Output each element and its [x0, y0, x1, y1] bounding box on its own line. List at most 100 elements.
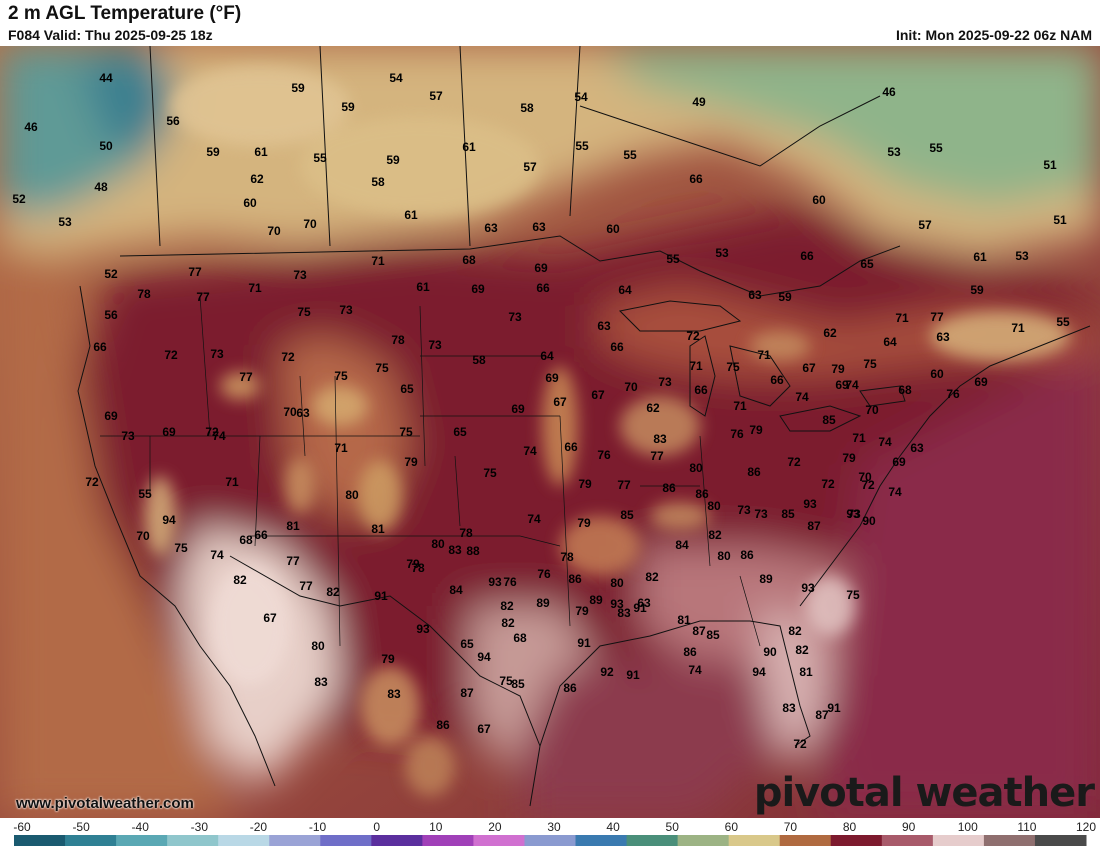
temperature-value-label: 56	[104, 308, 118, 322]
temperature-value-label: 58	[520, 101, 534, 115]
temperature-value-label: 63	[748, 288, 762, 302]
temperature-value-label: 82	[708, 528, 722, 542]
temperature-value-label: 67	[591, 388, 605, 402]
temperature-value-label: 70	[624, 380, 638, 394]
temperature-value-label: 86	[568, 572, 582, 586]
colorbar-segment	[983, 835, 1036, 846]
temperature-value-label: 65	[400, 382, 414, 396]
temperature-value-label: 71	[1011, 321, 1025, 335]
temperature-value-label: 83	[653, 432, 667, 446]
colorbar-tick-label: 90	[902, 820, 916, 834]
temperature-value-label: 68	[898, 383, 912, 397]
temperature-value-label: 90	[862, 514, 876, 528]
temperature-value-label: 69	[974, 375, 988, 389]
colorbar-tick-label: 70	[784, 820, 798, 834]
temperature-value-label: 84	[675, 538, 689, 552]
borders	[77, 46, 1091, 807]
colorbar-segment	[575, 835, 628, 846]
temperature-value-label: 51	[1043, 158, 1057, 172]
temperature-value-label: 71	[852, 431, 866, 445]
temperature-value-label: 91	[626, 668, 640, 682]
temperature-value-label: 91	[577, 636, 591, 650]
temperature-value-label: 71	[757, 348, 771, 362]
temperature-value-label: 55	[666, 252, 680, 266]
temperature-value-label: 79	[575, 604, 589, 618]
temperature-value-label: 78	[459, 526, 473, 540]
temperature-value-label: 87	[460, 686, 474, 700]
temperature-value-label: 76	[597, 448, 611, 462]
temperature-value-label: 56	[166, 114, 180, 128]
colorbar-tick-label: -10	[309, 820, 327, 834]
temperature-value-label: 66	[536, 281, 550, 295]
temperature-value-label: 83	[448, 543, 462, 557]
temperature-value-label: 55	[313, 151, 327, 165]
temperature-value-label: 81	[371, 522, 385, 536]
temperature-value-label: 89	[536, 596, 550, 610]
temperature-value-label: 71	[733, 399, 747, 413]
temperature-value-label: 79	[381, 652, 395, 666]
colorbar-svg: -60 -50 -40 -30 -20 -10 0 10 20 30 40 50 60 70 80 90 100…	[13, 820, 1096, 846]
temperature-value-label: 69	[162, 425, 176, 439]
temperature-value-label: 77	[650, 449, 664, 463]
temperature-value-label: 66	[610, 340, 624, 354]
temperature-value-label: 58	[472, 353, 486, 367]
temperature-value-label: 70	[303, 217, 317, 231]
temperature-value-label: 71	[689, 359, 703, 373]
temperature-value-label: 73	[210, 347, 224, 361]
temperature-value-label: 65	[453, 425, 467, 439]
temperature-value-label: 63	[637, 596, 651, 610]
temperature-value-label: 67	[802, 361, 816, 375]
temperature-value-label: 71	[225, 475, 239, 489]
temperature-value-label: 63	[532, 220, 546, 234]
temperature-value-label: 74	[212, 429, 226, 443]
colorbar-segment	[422, 835, 474, 846]
temperature-value-label: 52	[12, 192, 26, 206]
colorbar-tick-label: 100	[958, 820, 978, 834]
colorbar-segment	[1034, 835, 1087, 846]
temperature-value-label: 71	[248, 281, 262, 295]
temperature-value-label: 77	[930, 310, 944, 324]
temperature-value-label: 69	[545, 371, 559, 385]
temperature-value-label: 57	[429, 89, 443, 103]
temperature-value-label: 87	[692, 624, 706, 638]
init-time: Init: Mon 2025-09-22 06z NAM	[895, 27, 1092, 43]
temperature-value-label: 62	[646, 401, 660, 415]
temperature-value-label: 82	[788, 624, 802, 638]
temperature-value-label: 74	[210, 548, 224, 562]
temperature-value-label: 67	[553, 395, 567, 409]
temperature-value-label: 55	[623, 148, 637, 162]
colorbar-tick-label: -60	[13, 820, 31, 834]
temperature-value-label: 58	[371, 175, 385, 189]
temperature-value-label: 59	[386, 153, 400, 167]
temperature-value-label: 94	[752, 665, 766, 679]
temperature-value-label: 63	[484, 221, 498, 235]
temperature-value-label: 68	[513, 631, 527, 645]
temperature-value-label: 94	[162, 513, 176, 527]
temperature-value-label: 79	[404, 455, 418, 469]
temperature-value-label: 75	[334, 369, 348, 383]
temperature-value-label: 91	[827, 701, 841, 715]
temperature-value-label: 82	[645, 570, 659, 584]
temperature-value-label: 64	[540, 349, 554, 363]
temperature-value-label: 89	[589, 593, 603, 607]
temperature-value-label: 71	[371, 254, 385, 268]
temperature-value-label: 91	[374, 589, 388, 603]
temperature-value-label: 61	[254, 145, 268, 159]
temperature-value-label: 72	[793, 737, 807, 751]
temperature-value-label: 75	[297, 305, 311, 319]
temperature-value-label: 77	[239, 370, 253, 384]
temperature-value-label: 83	[314, 675, 328, 689]
colorbar-segment	[830, 835, 883, 846]
temperature-value-label: 68	[462, 253, 476, 267]
colorbar-segment	[218, 835, 270, 846]
temperature-value-label: 69	[471, 282, 485, 296]
temperature-value-label: 93	[846, 507, 860, 521]
temperature-value-label: 65	[860, 257, 874, 271]
temperature-value-label: 80	[311, 639, 325, 653]
temperature-value-label: 72	[164, 348, 178, 362]
colorbar-tick-label: -30	[191, 820, 209, 834]
colorbar-tick-label: 50	[666, 820, 680, 834]
temperature-value-label: 73	[737, 503, 751, 517]
temperature-value-label: 53	[58, 215, 72, 229]
